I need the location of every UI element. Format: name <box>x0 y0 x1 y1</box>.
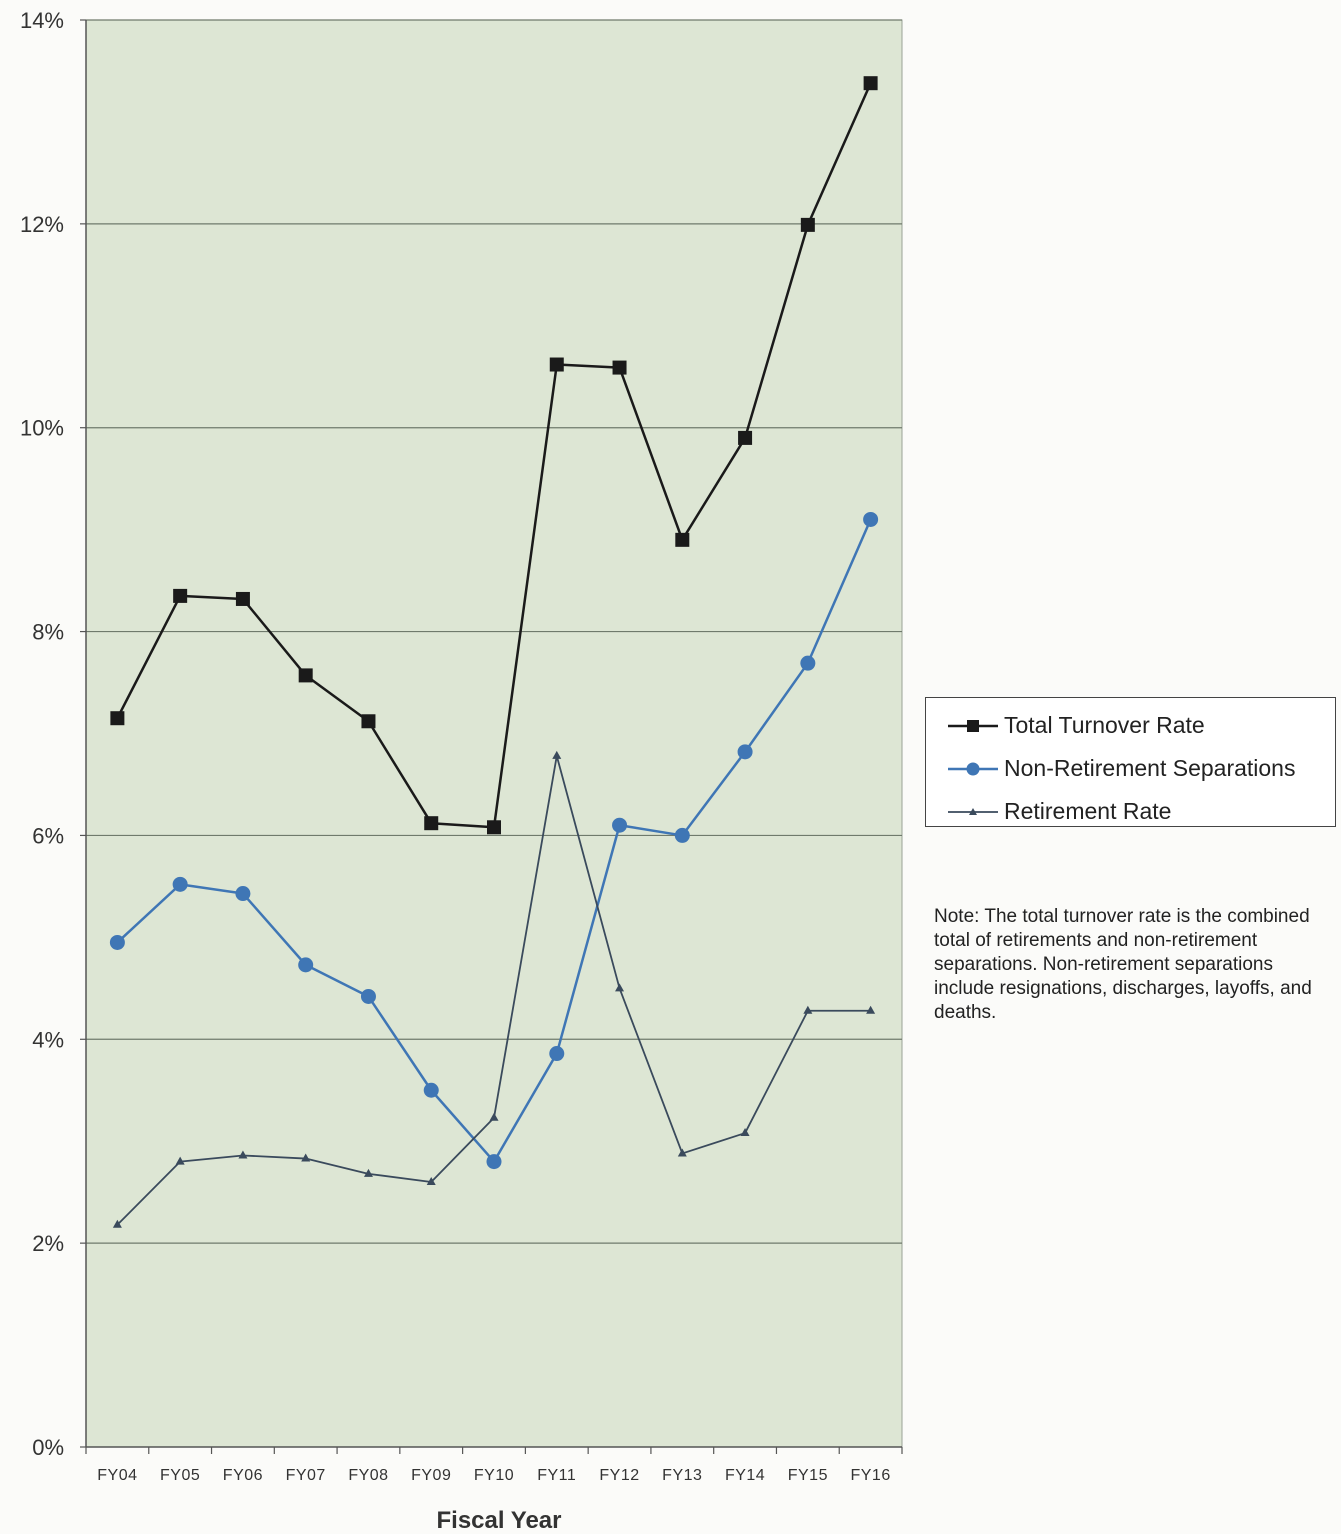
data-point-retirement <box>112 1219 122 1228</box>
data-point-retirement <box>238 1150 248 1159</box>
legend-label: Total Turnover Rate <box>1004 712 1205 738</box>
data-point-non-retirement <box>423 1082 439 1098</box>
y-tick-label: 2% <box>32 1231 64 1256</box>
plot-area <box>85 19 903 1448</box>
chart-note: Note: The total turnover rate is the com… <box>934 906 1312 1023</box>
axes <box>85 20 902 1448</box>
legend-label: Retirement Rate <box>1004 798 1172 824</box>
series-layer <box>109 76 879 1228</box>
data-point-retirement <box>677 1148 687 1157</box>
data-point-retirement <box>426 1176 436 1185</box>
y-tick-label: 0% <box>32 1435 64 1460</box>
y-tick-label: 8% <box>32 620 64 645</box>
x-tick-label: FY13 <box>662 1467 702 1484</box>
data-point-non-retirement <box>235 886 251 902</box>
x-tick-label: FY05 <box>160 1467 200 1484</box>
data-point-non-retirement <box>486 1154 502 1170</box>
data-point-total-turnover <box>487 820 501 835</box>
data-point-retirement <box>803 1005 813 1014</box>
data-point-retirement <box>301 1153 311 1162</box>
x-axis-ticks: FY04 FY05 FY06 FY07 FY08 FY09 FY10 FY11 FY12 FY13… <box>85 1447 903 1484</box>
data-point-non-retirement <box>360 988 376 1004</box>
data-point-total-turnover <box>361 714 376 729</box>
y-tick-label: 4% <box>32 1027 64 1052</box>
data-point-total-turnover <box>738 430 753 445</box>
data-point-total-turnover <box>110 711 125 726</box>
data-point-total-turnover <box>549 357 564 372</box>
legend-item-total-turnover: Total Turnover Rate <box>946 704 1335 747</box>
data-point-retirement <box>615 983 625 992</box>
square-marker-icon <box>948 719 998 732</box>
x-tick-label: FY14 <box>725 1467 765 1484</box>
triangle-marker-icon <box>948 807 998 815</box>
x-tick-label: FY06 <box>223 1467 263 1484</box>
data-point-non-retirement <box>737 744 753 760</box>
x-tick-label: FY11 <box>537 1467 576 1484</box>
x-tick-label: FY04 <box>97 1467 137 1484</box>
data-point-total-turnover <box>612 360 627 375</box>
data-point-retirement <box>175 1156 185 1165</box>
data-point-retirement <box>866 1005 876 1014</box>
data-point-non-retirement <box>674 827 690 843</box>
data-point-non-retirement <box>863 511 879 527</box>
data-point-total-turnover <box>800 217 815 232</box>
x-tick-label: FY12 <box>599 1467 639 1484</box>
y-tick-label: 12% <box>20 212 64 237</box>
data-point-non-retirement <box>298 957 314 973</box>
legend-item-retirement: Retirement Rate <box>946 790 1335 833</box>
data-point-non-retirement <box>109 934 125 950</box>
circle-marker-icon <box>948 762 998 775</box>
data-point-retirement <box>740 1128 750 1137</box>
data-point-non-retirement <box>612 817 628 833</box>
data-point-total-turnover <box>424 816 439 831</box>
data-point-total-turnover <box>173 588 188 603</box>
x-tick-label: FY09 <box>411 1467 451 1484</box>
x-axis-label: Fiscal Year <box>437 1507 562 1534</box>
x-tick-label: FY08 <box>348 1467 388 1484</box>
y-tick-label: 14% <box>20 8 64 33</box>
data-point-total-turnover <box>298 668 313 683</box>
data-point-non-retirement <box>800 655 816 671</box>
legend-label: Non-Retirement Separations <box>1004 755 1296 781</box>
y-tick-label: 10% <box>20 416 64 441</box>
y-axis-ticks: 0% 2% 4% 6% 8% 10% 12% 14% <box>20 8 86 1460</box>
data-point-non-retirement <box>172 876 188 892</box>
x-tick-label: FY15 <box>788 1467 828 1484</box>
x-tick-label: FY16 <box>850 1467 890 1484</box>
data-point-total-turnover <box>675 532 690 547</box>
data-point-total-turnover <box>235 591 250 606</box>
data-point-retirement <box>489 1112 499 1121</box>
data-point-retirement <box>552 750 562 759</box>
x-tick-label: FY07 <box>286 1467 326 1484</box>
legend: Total Turnover Rate Non-Retirement Separ… <box>925 697 1336 827</box>
legend-item-non-retirement: Non-Retirement Separations <box>946 747 1335 790</box>
gridlines <box>86 19 902 1244</box>
data-point-non-retirement <box>549 1046 565 1062</box>
y-tick-label: 6% <box>32 823 64 848</box>
x-tick-label: FY10 <box>474 1467 514 1484</box>
data-point-retirement <box>363 1168 373 1177</box>
data-point-total-turnover <box>863 76 878 91</box>
